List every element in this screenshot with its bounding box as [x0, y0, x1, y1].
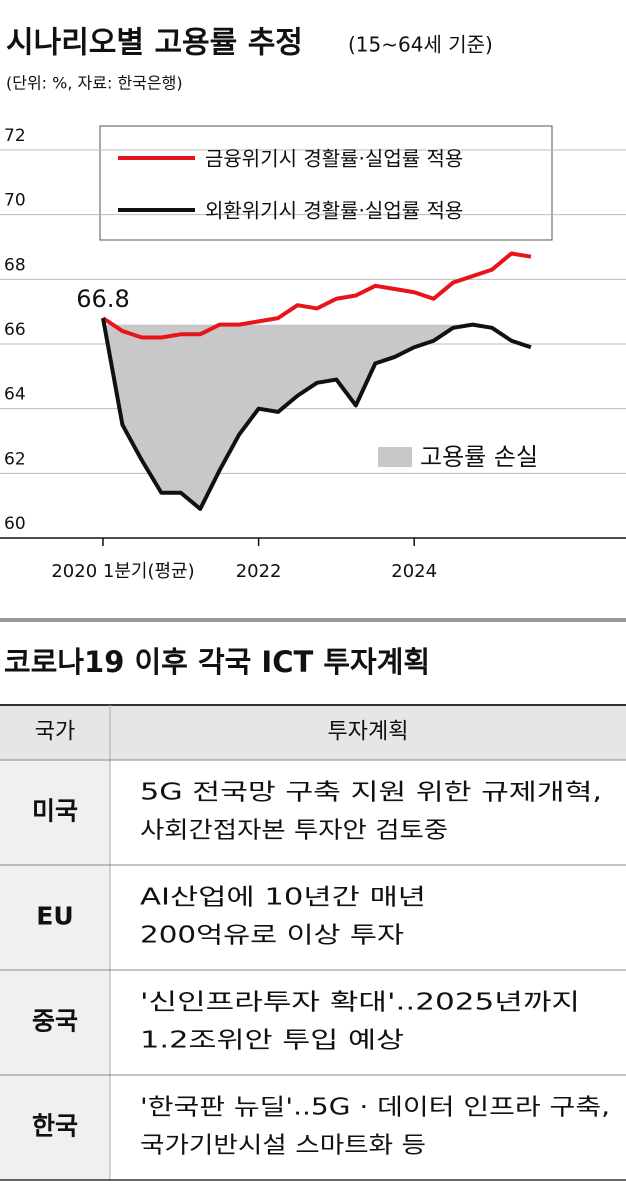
line-series	[101, 317, 532, 511]
plan-line: AI산업에 10년간 매년	[140, 885, 426, 911]
y-tick-label: 60	[4, 514, 26, 534]
x-tick-label: 2022	[236, 561, 282, 582]
chart-source: (단위: %, 자료: 한국은행)	[6, 74, 183, 93]
plan-line: '한국판 뉴딜'..5G · 데이터 인프라 구축,	[140, 1095, 610, 1121]
plan-line: '신인프라투자 확대'..2025년까지	[140, 990, 580, 1016]
table-header-bg	[0, 705, 626, 760]
plan-line: 5G 전국망 구축 지원 위한 규제개혁,	[140, 780, 602, 806]
y-tick-label: 72	[4, 126, 26, 146]
annotation: 66.8	[76, 285, 129, 313]
plan-line: 국가기반시설 스마트화 등	[140, 1133, 426, 1159]
y-tick-label: 66	[4, 320, 26, 340]
x-tick-label: 2020 1분기(평균)	[51, 561, 194, 582]
legend-area-swatch	[378, 447, 412, 467]
plan-line: 사회간접자본 투자안 검토중	[140, 818, 448, 844]
table-title: 코로나19 이후 각국 ICT 투자계획	[4, 645, 430, 679]
chart-title: 시나리오별 고용률 추정	[6, 26, 303, 61]
country: EU	[36, 902, 73, 931]
legend-label: 금융위기시 경활률·실업률 적용	[205, 147, 463, 171]
country: 한국	[32, 1112, 78, 1141]
divider	[0, 618, 626, 622]
y-tick-label: 62	[4, 449, 26, 469]
x-tick-label: 2024	[391, 561, 437, 582]
chart-subtitle: (15~64세 기준)	[348, 33, 493, 57]
legend-area-label: 고용률 손실	[420, 443, 538, 471]
table-header: 국가	[35, 720, 75, 745]
table-header: 투자계획	[328, 720, 409, 745]
line-series	[101, 251, 532, 340]
plan-line: 1.2조위안 투입 예상	[140, 1028, 404, 1054]
y-tick-label: 70	[4, 191, 26, 211]
plan-line: 200억유로 이상 투자	[140, 923, 404, 949]
y-tick-label: 68	[4, 255, 26, 275]
legend-label: 외환위기시 경활률·실업률 적용	[205, 199, 463, 223]
country: 중국	[32, 1007, 78, 1036]
country: 미국	[32, 797, 78, 826]
y-tick-label: 64	[4, 385, 26, 405]
loss-area	[103, 318, 473, 509]
legend-box	[99, 125, 553, 241]
